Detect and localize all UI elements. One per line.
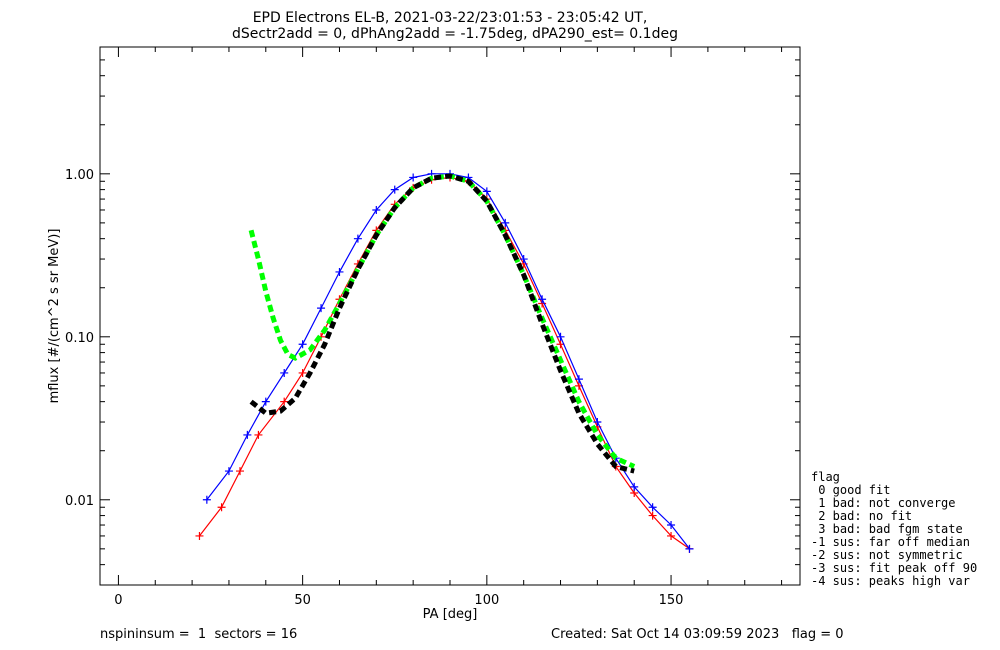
plot-frame bbox=[99, 46, 801, 586]
footer-spin-info: nspininsum = 1 sectors = 16 bbox=[100, 627, 298, 642]
data-point bbox=[648, 511, 657, 520]
y-axis-label: mflux [#/(cm^2 s sr MeV)] bbox=[47, 229, 62, 404]
legend-entry: 0 good fit bbox=[811, 483, 891, 497]
data-point bbox=[667, 531, 676, 540]
axes-layer: 0 50 100 150 0.01 0.10 1.00 bbox=[65, 46, 800, 608]
data-point bbox=[202, 495, 211, 504]
y-tick-label: 0.01 bbox=[65, 494, 94, 509]
footer-created-info: Created: Sat Oct 14 03:09:59 2023 flag =… bbox=[551, 627, 844, 642]
data-point bbox=[236, 467, 244, 476]
y-tick-label: 1.00 bbox=[65, 168, 94, 183]
chart-subtitle: dSectr2add = 0, dPhAng2add = -1.75deg, d… bbox=[232, 26, 678, 42]
y-tick-label: 0.10 bbox=[65, 331, 94, 346]
legend-entry: -4 sus: peaks high var bbox=[811, 574, 970, 588]
data-point bbox=[409, 173, 418, 182]
data-point bbox=[298, 340, 307, 349]
data-point bbox=[280, 368, 289, 377]
legend-entry: 1 bad: not converge bbox=[811, 496, 956, 510]
x-axis-label: PA [deg] bbox=[423, 607, 478, 622]
series-line-0 bbox=[199, 176, 690, 550]
data-point bbox=[254, 430, 263, 439]
x-tick-label: 0 bbox=[114, 593, 122, 608]
data-point bbox=[482, 187, 491, 196]
legend-entry: 3 bad: bad fgm state bbox=[811, 522, 963, 536]
data-point bbox=[372, 205, 381, 214]
data-point bbox=[538, 295, 547, 304]
x-tick-label: 100 bbox=[474, 593, 499, 608]
series-line-3 bbox=[249, 173, 635, 474]
data-point bbox=[280, 397, 289, 406]
legend-entry: -3 sus: fit peak off 90 bbox=[811, 561, 978, 575]
data-point bbox=[243, 430, 252, 439]
data-point bbox=[501, 218, 510, 227]
data-layer bbox=[195, 169, 694, 553]
data-point bbox=[335, 267, 344, 276]
data-point bbox=[574, 375, 583, 384]
chart-title: EPD Electrons EL-B, 2021-03-22/23:01:53 … bbox=[253, 10, 648, 26]
data-point bbox=[593, 418, 602, 427]
series-line-1 bbox=[206, 173, 690, 550]
data-point bbox=[317, 304, 326, 313]
data-point bbox=[217, 503, 226, 512]
x-tick-label: 150 bbox=[659, 593, 684, 608]
data-point bbox=[224, 467, 233, 476]
legend-title: flag bbox=[811, 470, 840, 484]
legend-entry: 2 bad: no fit bbox=[811, 509, 913, 523]
data-point bbox=[519, 255, 528, 264]
data-point bbox=[667, 521, 676, 530]
data-point bbox=[298, 368, 307, 377]
legend-entry: -1 sus: far off median bbox=[811, 535, 970, 549]
legend-entry: -2 sus: not symmetric bbox=[811, 548, 963, 562]
data-point bbox=[630, 482, 639, 491]
data-point bbox=[648, 503, 657, 512]
data-point bbox=[390, 185, 399, 194]
x-tick-label: 50 bbox=[294, 593, 311, 608]
data-point bbox=[261, 397, 270, 406]
data-point bbox=[556, 332, 565, 341]
data-point bbox=[353, 234, 362, 243]
series-line-2 bbox=[248, 173, 636, 469]
data-point bbox=[195, 531, 204, 540]
data-point bbox=[685, 544, 694, 553]
